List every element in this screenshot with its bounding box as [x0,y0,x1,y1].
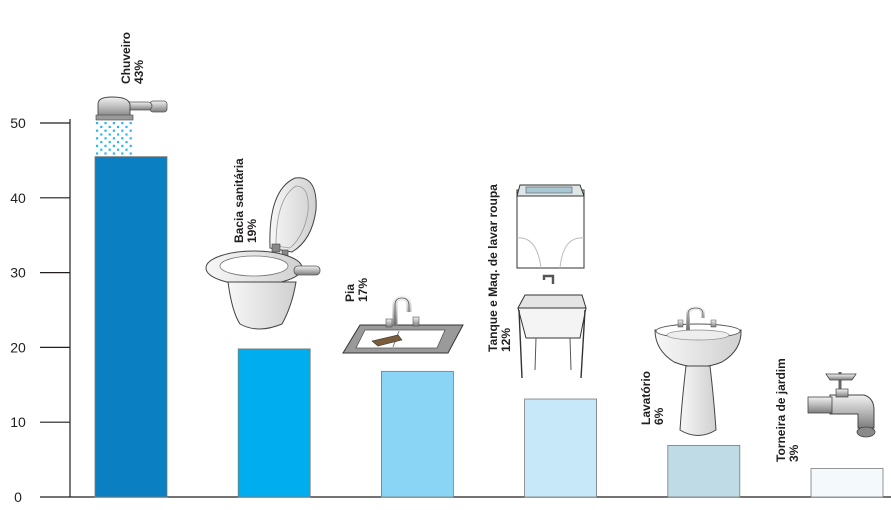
y-tick-label: 40 [10,190,26,206]
category-label: Pia [343,284,357,302]
percent-label: 6% [652,407,666,425]
bar [810,468,884,498]
y-tick-label: 20 [10,339,26,355]
bar [237,348,311,498]
bar [524,398,597,498]
category-label: Chuveiro [119,32,133,84]
category-label: Bacia sanitária [232,158,246,243]
percent-label: 17% [356,278,370,302]
shower-icon [95,96,168,155]
bar-labels: Chuveiro 43% Bacia sanitária 19% Pia 17% Tanqu… [119,32,801,462]
bar-label: Chuveiro 43% [119,32,146,84]
category-label: Lavatório [639,371,653,425]
percent-label: 19% [245,219,259,243]
y-tick-label: 50 [10,115,26,131]
y-tick-label: 0 [14,489,22,505]
bar [667,444,741,498]
bars [94,156,884,498]
bar-label: Pia 17% [343,278,370,302]
percent-label: 3% [787,444,801,462]
garden-faucet-icon [807,372,876,438]
washbasin-icon [654,305,742,436]
washing-machine-and-tank-icon [516,184,587,379]
y-tick-label: 30 [10,265,26,281]
y-tick-label: 10 [10,414,26,430]
bar [380,370,454,498]
category-label: Torneira de jardim [774,358,788,462]
category-label: Tanque e Maq. de lavar roupa [486,184,500,352]
toilet-icon [205,177,321,330]
y-axis: 0 10 20 30 40 50 [10,115,891,505]
bar-label: Tanque e Maq. de lavar roupa 12% [486,184,513,352]
percent-label: 12% [499,328,513,352]
bar-label: Bacia sanitária 19% [232,158,259,243]
bar-label: Lavatório 6% [639,371,666,425]
bar [94,156,168,498]
sink-icon [342,295,464,354]
bar-label: Torneira de jardim 3% [774,358,801,462]
percent-label: 43% [132,60,146,84]
